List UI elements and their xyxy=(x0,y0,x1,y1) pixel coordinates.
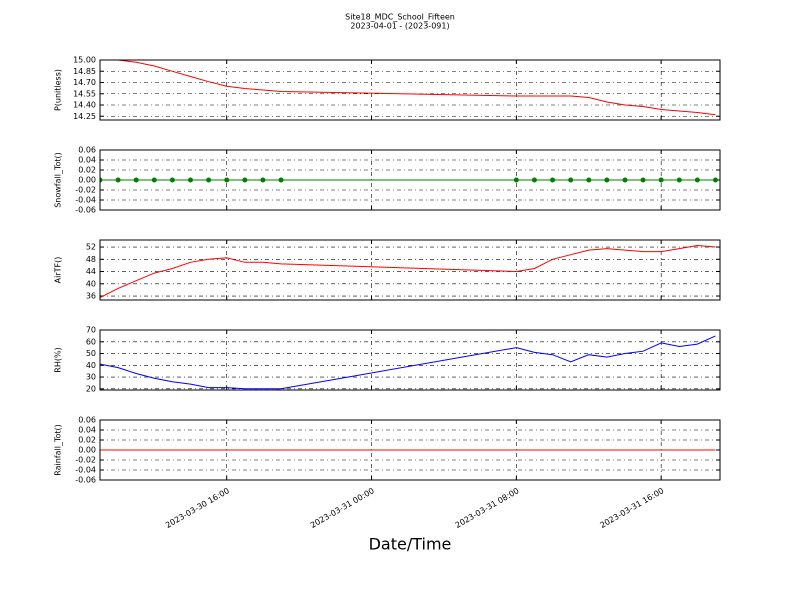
x-tick-label: 2023-03-31 16:00 xyxy=(598,486,665,530)
data-point xyxy=(242,177,248,183)
data-point xyxy=(676,177,682,183)
y-tick-label: 0.00 xyxy=(78,446,96,455)
axes-frame xyxy=(99,239,721,301)
plot-area xyxy=(100,244,716,299)
data-point xyxy=(640,177,646,183)
y-tick-label: 0.04 xyxy=(78,426,96,435)
y-tick-label: 0.00 xyxy=(78,176,96,185)
y-tick-label: 70 xyxy=(86,326,96,335)
x-tick-label: 2023-03-31 00:00 xyxy=(309,486,376,530)
y-tick-label: 30 xyxy=(86,373,96,382)
y-tick-label: 20 xyxy=(86,384,96,393)
data-point xyxy=(100,177,103,183)
y-axis-label: P(unitless) xyxy=(54,69,63,111)
y-tick-label: 48 xyxy=(86,255,96,264)
data-point xyxy=(224,177,230,183)
y-tick-label: 52 xyxy=(86,243,96,252)
y-tick-label: 14.25 xyxy=(73,112,96,121)
y-tick-label: 44 xyxy=(86,267,96,276)
chart-title: Site18_MDC_School_Fifteen xyxy=(345,13,455,22)
y-tick-label: 40 xyxy=(86,279,96,288)
y-axis-label: Snowfall_Tot() xyxy=(54,152,63,208)
x-axis-label: Date/Time xyxy=(369,535,452,554)
data-point xyxy=(531,177,537,183)
data-line xyxy=(100,335,716,390)
y-tick-label: 0.02 xyxy=(78,436,96,445)
data-point xyxy=(604,177,610,183)
data-point xyxy=(188,177,194,183)
y-tick-label: -0.02 xyxy=(75,456,96,465)
x-tick-label: 2023-03-30 16:00 xyxy=(164,486,231,530)
data-point xyxy=(550,177,556,183)
axes-frame xyxy=(99,59,721,121)
axes-frame xyxy=(99,419,721,481)
y-axis-label: RH(%) xyxy=(54,347,63,372)
y-tick-label: 14.85 xyxy=(73,67,96,76)
y-tick-label: 14.70 xyxy=(73,78,96,87)
data-line xyxy=(100,244,716,299)
data-point xyxy=(206,177,212,183)
data-point xyxy=(133,177,139,183)
data-point xyxy=(513,177,519,183)
y-tick-label: 0.06 xyxy=(78,416,96,425)
data-point xyxy=(151,177,157,183)
y-tick-label: 40 xyxy=(86,361,96,370)
y-tick-label: 50 xyxy=(86,349,96,358)
data-point xyxy=(658,177,664,183)
data-point xyxy=(622,177,628,183)
data-point xyxy=(712,177,718,183)
data-point xyxy=(568,177,574,183)
data-point xyxy=(586,177,592,183)
axes-frame xyxy=(99,149,721,211)
plot-area xyxy=(113,60,716,116)
y-tick-label: 36 xyxy=(86,292,96,301)
y-tick-label: 14.40 xyxy=(73,101,96,110)
y-tick-label: -0.06 xyxy=(75,206,96,215)
data-point xyxy=(694,177,700,183)
plot-area xyxy=(100,335,716,390)
data-point xyxy=(260,177,266,183)
x-tick-label: 2023-03-31 08:00 xyxy=(454,486,521,530)
y-tick-label: -0.04 xyxy=(75,196,96,205)
y-tick-label: 14.55 xyxy=(73,89,96,98)
y-tick-label: 60 xyxy=(86,337,96,346)
y-tick-label: 0.04 xyxy=(78,156,96,165)
y-axis-label: AirTF() xyxy=(54,257,63,284)
data-line xyxy=(113,60,716,116)
plot-area xyxy=(100,177,718,183)
y-axis-label: Rainfall_Tot() xyxy=(54,424,63,476)
y-tick-label: -0.04 xyxy=(75,466,96,475)
data-point xyxy=(169,177,175,183)
y-tick-label: -0.02 xyxy=(75,186,96,195)
y-tick-label: 0.02 xyxy=(78,166,96,175)
y-tick-label: -0.06 xyxy=(75,476,96,485)
y-tick-label: 0.06 xyxy=(78,146,96,155)
chart-subtitle: 2023-04-01 - (2023-091) xyxy=(350,22,449,31)
data-point xyxy=(115,177,121,183)
axes-frame xyxy=(99,329,721,391)
y-tick-label: 15.00 xyxy=(73,56,96,65)
data-point xyxy=(278,177,284,183)
